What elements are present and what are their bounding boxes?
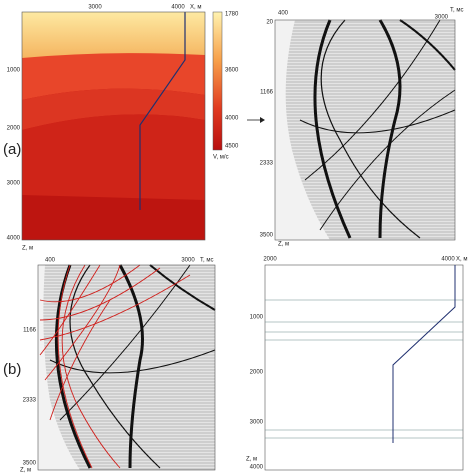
x-tick-label: 2000 xyxy=(263,257,277,263)
x-tick-label: 400 xyxy=(45,258,56,264)
y-tick-label: 1000 xyxy=(250,315,264,321)
seismic-gather xyxy=(274,19,456,241)
panel-label: (a) xyxy=(3,141,21,158)
panel-label: (b) xyxy=(3,361,21,378)
x-tick-label: 400 xyxy=(278,11,289,17)
y-axis-label: Z, м xyxy=(20,468,31,474)
y-axis-label: Z, м xyxy=(278,242,289,248)
y-tick-label: 3500 xyxy=(23,461,37,467)
y-tick-label: 2333 xyxy=(260,161,274,167)
y-tick-label: 1166 xyxy=(23,328,37,334)
y-axis-label: Z, м xyxy=(22,246,33,252)
y-tick-label: 2000 xyxy=(250,370,264,376)
x-axis-label: X, м xyxy=(190,5,201,11)
x-axis-label: X, м xyxy=(456,257,467,263)
x-tick-label: 3000 xyxy=(181,258,195,264)
y-tick-label: 3000 xyxy=(250,420,264,426)
colorbar-label: V, м/с xyxy=(213,155,229,161)
colorbar-tick: 4500 xyxy=(225,144,239,150)
x-axis-label: T, мс xyxy=(450,8,463,14)
y-tick-label: 2333 xyxy=(23,398,37,404)
y-tick-label: 1000 xyxy=(7,68,21,74)
colorbar-tick: 1780 xyxy=(225,12,239,18)
y-tick-label: 1166 xyxy=(260,90,274,96)
x-axis-label: T, мс xyxy=(200,258,213,264)
x-tick-label: 3000 xyxy=(88,5,102,11)
x-tick-label: 4000 xyxy=(441,257,455,263)
velocity-model xyxy=(21,11,223,241)
layer-model xyxy=(264,264,464,471)
colorbar-tick: 3600 xyxy=(225,68,239,74)
seismic-gather-picks xyxy=(37,264,216,471)
y-axis-label: Z, м xyxy=(246,457,257,463)
y-tick-label: 4000 xyxy=(7,236,21,242)
y-tick-label: 3000 xyxy=(7,181,21,187)
y-tick-label: 4000 xyxy=(250,465,264,471)
y-tick-label: 3500 xyxy=(260,233,274,239)
y-tick-label: 20 xyxy=(266,20,273,26)
colorbar-tick: 4000 xyxy=(225,116,239,122)
x-tick-label: 4000 xyxy=(171,5,185,11)
x-tick-label: 3000 xyxy=(435,15,449,21)
arrow xyxy=(247,117,265,123)
y-tick-label: 2000 xyxy=(7,126,21,132)
